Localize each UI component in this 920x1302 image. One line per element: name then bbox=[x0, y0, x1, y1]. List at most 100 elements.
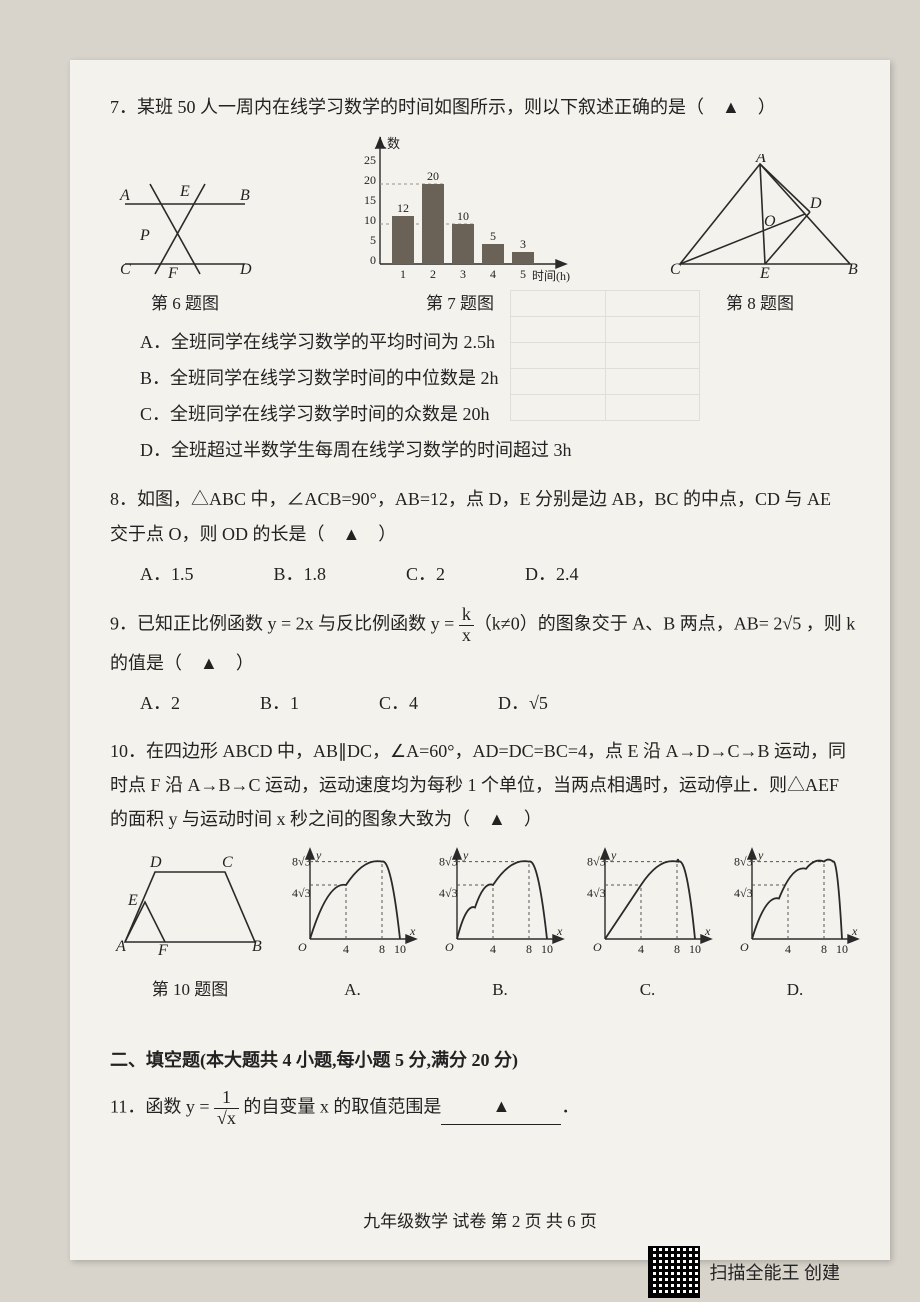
svg-text:10: 10 bbox=[836, 942, 848, 956]
q9-opt-d: D．√5 bbox=[498, 686, 548, 720]
q10-opt-c-fig: 8√3 4√3 4 8 10 Oy x C. bbox=[583, 847, 713, 1006]
svg-text:y: y bbox=[757, 848, 764, 862]
q10-number: 10． bbox=[110, 741, 146, 761]
q8-stem1: 如图，△ABC 中，∠ACB=90°，AB=12，点 D，E 分别是边 AB，B… bbox=[137, 489, 831, 509]
svg-text:4√3: 4√3 bbox=[734, 886, 753, 900]
section-2-heading: 二、填空题(本大题共 4 小题,每小题 5 分,满分 20 分) bbox=[110, 1046, 860, 1072]
q10-opt-d-label: D. bbox=[730, 974, 860, 1006]
question-9: 9．已知正比例函数 y = 2x 与反比例函数 y = kx（k≠0）的图象交于… bbox=[110, 605, 860, 720]
svg-text:C: C bbox=[670, 261, 681, 278]
svg-text:C: C bbox=[222, 854, 233, 871]
mini-chart-d: 8√3 4√3 4 8 10 Oy x bbox=[730, 847, 860, 957]
svg-text:A: A bbox=[115, 938, 126, 955]
svg-text:O: O bbox=[445, 940, 454, 954]
svg-text:B: B bbox=[252, 938, 262, 955]
svg-text:y: y bbox=[610, 848, 617, 862]
svg-text:1: 1 bbox=[400, 267, 406, 281]
q11-number: 11． bbox=[110, 1096, 145, 1116]
q8-opt-b: B．1.8 bbox=[274, 557, 327, 591]
q7-opt-b: B．全班同学在线学习数学时间的中位数是 2h bbox=[140, 360, 860, 396]
svg-text:2: 2 bbox=[430, 267, 436, 281]
qr-code-icon bbox=[648, 1246, 700, 1298]
svg-text:10: 10 bbox=[457, 209, 469, 223]
svg-text:F: F bbox=[167, 265, 178, 282]
svg-text:O: O bbox=[593, 940, 602, 954]
figure-10-trapezoid: D C A F B E 第 10 题图 bbox=[110, 847, 270, 1006]
q10-figures-row: DC AFB E 第 10 题图 8√34√34810Oyx A. 8√34√3… bbox=[110, 847, 860, 1006]
svg-text:5: 5 bbox=[520, 267, 526, 281]
svg-text:8: 8 bbox=[674, 942, 680, 956]
svg-text:D: D bbox=[809, 195, 822, 212]
figure-8-svg: A C B D E O bbox=[660, 154, 860, 284]
svg-text:10: 10 bbox=[364, 213, 376, 227]
q9-options: A．2 B．1 C．4 D．√5 bbox=[140, 686, 860, 720]
svg-text:8: 8 bbox=[821, 942, 827, 956]
svg-text:x: x bbox=[409, 924, 416, 938]
mini-chart-c: 8√3 4√3 4 8 10 Oy x bbox=[583, 847, 713, 957]
figure-7-barchart: 0 5 10 15 20 25 bbox=[350, 134, 570, 284]
q11-stem-after: 的自变量 x 的取值范围是 bbox=[239, 1096, 442, 1116]
svg-text:E: E bbox=[127, 892, 138, 909]
svg-text:x: x bbox=[851, 924, 858, 938]
q10-stem2: 时点 F 沿 A→B→C 运动，运动速度均为每秒 1 个单位，当两点相遇时，运动… bbox=[110, 775, 839, 795]
svg-text:B: B bbox=[240, 187, 250, 204]
svg-text:10: 10 bbox=[541, 942, 553, 956]
figure-6-svg: AEB P CFD bbox=[110, 174, 260, 284]
svg-text:x: x bbox=[556, 924, 563, 938]
q10-opt-b-label: B. bbox=[435, 974, 565, 1006]
svg-text:y: y bbox=[462, 848, 469, 862]
svg-text:4: 4 bbox=[638, 942, 644, 956]
svg-text:8√3: 8√3 bbox=[587, 854, 606, 868]
svg-text:8√3: 8√3 bbox=[734, 854, 753, 868]
q10-opt-a-fig: 8√34√34810Oyx A. bbox=[288, 847, 418, 1006]
q10-stem1: 在四边形 ABCD 中，AB∥DC，∠A=60°，AD=DC=BC=4，点 E … bbox=[146, 741, 846, 761]
q8-opt-d: D．2.4 bbox=[525, 557, 579, 591]
q9-stem-before: 已知正比例函数 y = 2x 与反比例函数 y = bbox=[137, 613, 459, 633]
svg-text:P: P bbox=[139, 227, 150, 244]
q11-stem-before: 函数 y = bbox=[145, 1096, 214, 1116]
svg-text:F: F bbox=[157, 942, 168, 957]
svg-text:4: 4 bbox=[785, 942, 791, 956]
ghost-table bbox=[510, 290, 700, 421]
svg-text:A: A bbox=[755, 154, 766, 166]
mini-chart-a: 8√34√34810Oyx bbox=[288, 847, 418, 957]
question-8: 8．如图，△ABC 中，∠ACB=90°，AB=12，点 D，E 分别是边 AB… bbox=[110, 482, 860, 591]
svg-text:3: 3 bbox=[520, 237, 526, 251]
svg-text:4: 4 bbox=[490, 267, 496, 281]
q9-stem-after: （k≠0）的图象交于 A、B 两点，AB= 2√5 ，则 k bbox=[474, 613, 855, 633]
svg-text:5: 5 bbox=[490, 229, 496, 243]
q9-frac-den: x bbox=[459, 626, 474, 646]
svg-text:8√3: 8√3 bbox=[292, 854, 311, 868]
question-7: 7．某班 50 人一周内在线学习数学的时间如图所示，则以下叙述正确的是（ ▲ ）… bbox=[110, 90, 860, 468]
q7-opt-c: C．全班同学在线学习数学时间的众数是 20h bbox=[140, 396, 860, 432]
svg-text:E: E bbox=[759, 265, 770, 282]
figure-10-caption: 第 10 题图 bbox=[110, 974, 270, 1006]
exam-page: 7．某班 50 人一周内在线学习数学的时间如图所示，则以下叙述正确的是（ ▲ ）… bbox=[70, 60, 890, 1260]
q9-opt-b: B．1 bbox=[260, 686, 299, 720]
svg-text:O: O bbox=[740, 940, 749, 954]
q7-opt-a: A．全班同学在线学习数学的平均时间为 2.5h bbox=[140, 324, 860, 360]
svg-text:O: O bbox=[298, 940, 307, 954]
svg-text:5: 5 bbox=[370, 233, 376, 247]
svg-text:时间(h): 时间(h) bbox=[532, 269, 570, 283]
svg-text:0: 0 bbox=[370, 253, 376, 267]
svg-text:人数: 人数 bbox=[374, 136, 400, 151]
svg-text:4√3: 4√3 bbox=[292, 886, 311, 900]
q7-options: A．全班同学在线学习数学的平均时间为 2.5h B．全班同学在线学习数学时间的中… bbox=[140, 324, 860, 468]
svg-text:x: x bbox=[704, 924, 711, 938]
q8-opt-a: A．1.5 bbox=[140, 557, 194, 591]
svg-text:10: 10 bbox=[689, 942, 701, 956]
page-footer: 九年级数学 试卷 第 2 页 共 6 页 bbox=[70, 1207, 890, 1232]
svg-text:3: 3 bbox=[460, 267, 466, 281]
figure-7-caption: 第 7 题图 bbox=[426, 288, 494, 320]
q7-opt-d: D．全班超过半数学生每周在线学习数学的时间超过 3h bbox=[140, 432, 860, 468]
triangle-icon: ▲ bbox=[492, 1096, 510, 1116]
q9-fraction: kx bbox=[459, 605, 474, 646]
q9-frac-num: k bbox=[459, 605, 474, 626]
figure-6: AEB P CFD 第 6 题图 bbox=[110, 174, 260, 320]
q10-opt-c-label: C. bbox=[583, 974, 713, 1006]
svg-text:4√3: 4√3 bbox=[587, 886, 606, 900]
svg-text:D: D bbox=[149, 854, 162, 871]
svg-text:8√3: 8√3 bbox=[439, 854, 458, 868]
figure-8-caption: 第 8 题图 bbox=[726, 288, 794, 320]
